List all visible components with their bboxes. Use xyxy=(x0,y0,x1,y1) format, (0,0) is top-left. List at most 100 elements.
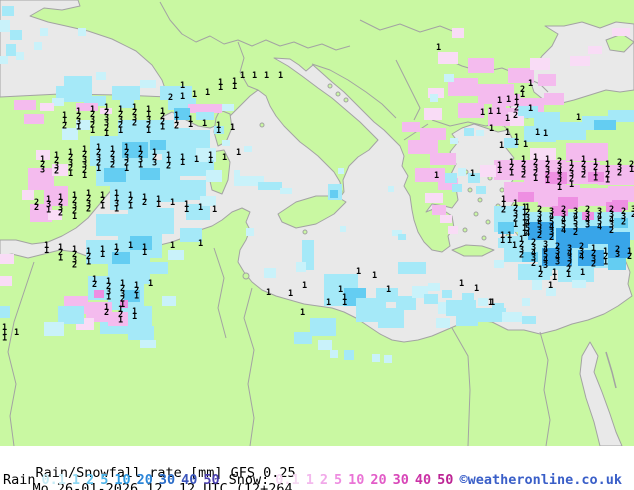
svg-text:1: 1 xyxy=(528,104,533,114)
rain-label: Rain xyxy=(3,472,36,488)
svg-text:121: 121 xyxy=(100,191,105,211)
scale-value: 10 xyxy=(348,472,365,488)
scale-value: 30 xyxy=(158,472,176,488)
svg-text:21: 21 xyxy=(566,265,571,280)
svg-text:11: 11 xyxy=(132,307,137,322)
svg-text:1: 1 xyxy=(548,281,553,291)
svg-text:11: 11 xyxy=(218,78,223,93)
scale-value: 40 xyxy=(414,472,432,488)
svg-text:1: 1 xyxy=(543,129,548,139)
svg-text:112: 112 xyxy=(166,151,171,171)
svg-text:1: 1 xyxy=(198,239,203,249)
svg-text:232: 232 xyxy=(621,207,626,227)
svg-text:12: 12 xyxy=(104,303,109,318)
svg-text:2: 2 xyxy=(168,93,173,103)
svg-text:1: 1 xyxy=(264,71,269,81)
svg-text:1: 1 xyxy=(356,267,361,277)
svg-text:121: 121 xyxy=(128,191,133,211)
svg-text:1: 1 xyxy=(434,171,439,181)
svg-text:11: 11 xyxy=(514,133,519,148)
svg-text:1: 1 xyxy=(288,289,293,299)
svg-text:1: 1 xyxy=(205,88,210,98)
svg-text:11: 11 xyxy=(552,268,557,283)
svg-text:1: 1 xyxy=(459,279,464,289)
svg-text:11: 11 xyxy=(208,151,213,166)
svg-text:121: 121 xyxy=(86,247,91,267)
svg-text:11: 11 xyxy=(500,231,505,246)
scale-value: 5 xyxy=(333,472,343,488)
svg-text:111: 111 xyxy=(2,323,7,343)
svg-text:1: 1 xyxy=(240,71,245,81)
svg-text:22: 22 xyxy=(34,198,39,213)
svg-text:1: 1 xyxy=(300,308,305,318)
svg-text:1: 1 xyxy=(372,271,377,281)
svg-text:1: 1 xyxy=(505,114,510,124)
svg-text:121: 121 xyxy=(603,247,608,267)
svg-text:1: 1 xyxy=(148,279,153,289)
svg-text:11: 11 xyxy=(188,115,193,130)
svg-text:1: 1 xyxy=(489,124,494,134)
svg-text:112: 112 xyxy=(174,111,179,131)
svg-text:12: 12 xyxy=(627,247,632,262)
svg-text:1: 1 xyxy=(528,79,533,89)
svg-text:1: 1 xyxy=(580,268,585,278)
scale-value: 30 xyxy=(392,472,409,488)
svg-text:1: 1 xyxy=(488,107,493,117)
copyright-link[interactable]: ©weatheronline.co.uk xyxy=(459,472,622,488)
svg-text:121: 121 xyxy=(118,305,123,325)
svg-text:1: 1 xyxy=(488,298,493,308)
svg-text:121: 121 xyxy=(509,158,514,178)
svg-text:1: 1 xyxy=(198,203,203,213)
svg-text:12: 12 xyxy=(92,275,97,290)
svg-text:1: 1 xyxy=(386,285,391,295)
svg-text:1: 1 xyxy=(170,198,175,208)
svg-text:1: 1 xyxy=(490,298,495,308)
svg-text:112: 112 xyxy=(501,195,506,215)
svg-text:11: 11 xyxy=(180,153,185,168)
station-values: 2 1 1 11 1 11 11 1 1 11 1 21 2 3 11 2 3 2 11 2 3 3 2 11 2 3 2 11 2 3 2… xyxy=(2,43,634,343)
svg-text:21: 21 xyxy=(629,160,634,175)
svg-text:11: 11 xyxy=(342,293,347,308)
precipitation-patches xyxy=(0,6,634,363)
weather-map: 2 1 1 11 1 11 11 1 1 11 1 21 2 3 11 2 3 2 11 2 3 3 2 11 2 3 2 11 2 3 2… xyxy=(0,0,634,446)
scale-value: 50 xyxy=(437,472,454,488)
scale-value: 1 xyxy=(71,472,81,488)
svg-text:11: 11 xyxy=(100,245,105,260)
svg-text:1: 1 xyxy=(497,96,502,106)
svg-text:11: 11 xyxy=(142,243,147,258)
scale-value: 40 xyxy=(181,472,198,488)
svg-text:12: 12 xyxy=(142,193,147,208)
snow-label: Snow: xyxy=(228,472,270,488)
svg-text:1: 1 xyxy=(470,169,475,179)
scale-value: 0.1 xyxy=(275,472,300,488)
scale-value: 50 xyxy=(203,472,220,488)
svg-text:1: 1 xyxy=(512,241,517,251)
svg-text:131: 131 xyxy=(46,195,51,215)
svg-text:1: 1 xyxy=(496,107,501,117)
svg-text:112: 112 xyxy=(62,111,67,131)
